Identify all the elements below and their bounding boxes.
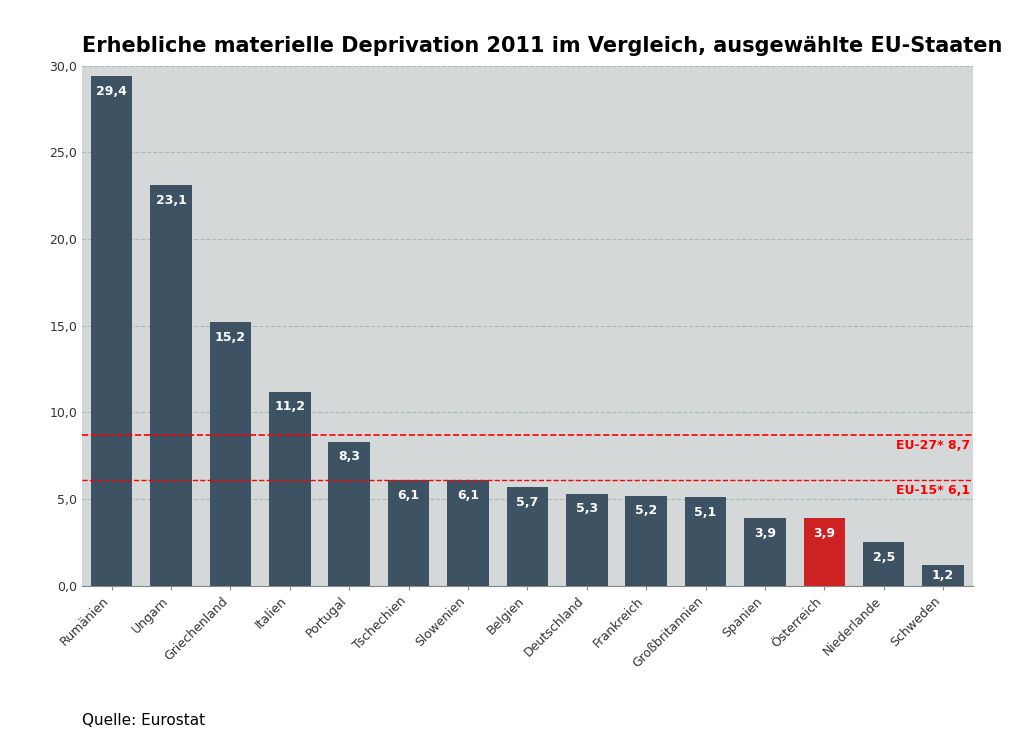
Text: 8,3: 8,3	[338, 450, 360, 463]
Bar	[151, 185, 191, 586]
Text: 6,1: 6,1	[457, 488, 479, 501]
Bar	[507, 487, 548, 586]
Text: 6,1: 6,1	[397, 488, 420, 501]
Text: 5,3: 5,3	[575, 502, 598, 515]
Bar	[91, 76, 132, 586]
Text: 5,2: 5,2	[635, 504, 657, 518]
Bar	[626, 496, 667, 586]
Bar	[269, 392, 310, 586]
Text: Erhebliche materielle Deprivation 2011 im Vergleich, ausgewählte EU-Staaten: Erhebliche materielle Deprivation 2011 i…	[82, 36, 1002, 56]
Bar	[863, 542, 904, 586]
Text: 23,1: 23,1	[156, 194, 186, 207]
Text: EU-27* 8,7: EU-27* 8,7	[896, 439, 970, 452]
Bar	[210, 322, 251, 586]
Text: 2,5: 2,5	[872, 551, 895, 564]
Bar	[685, 497, 726, 586]
Bar	[566, 494, 607, 586]
Text: 1,2: 1,2	[932, 569, 954, 582]
Bar	[447, 480, 488, 586]
Text: 3,9: 3,9	[754, 527, 776, 539]
Text: Quelle: Eurostat: Quelle: Eurostat	[82, 713, 205, 728]
Bar	[923, 565, 964, 586]
Text: 29,4: 29,4	[96, 85, 127, 98]
Bar	[329, 442, 370, 586]
Bar	[744, 518, 785, 586]
Bar	[804, 518, 845, 586]
Text: 11,2: 11,2	[274, 400, 305, 414]
Text: 3,9: 3,9	[813, 527, 836, 539]
Text: EU-15* 6,1: EU-15* 6,1	[896, 485, 970, 497]
Text: 15,2: 15,2	[215, 331, 246, 344]
Text: 5,7: 5,7	[516, 496, 539, 509]
Bar	[388, 480, 429, 586]
Text: 5,1: 5,1	[694, 506, 717, 519]
